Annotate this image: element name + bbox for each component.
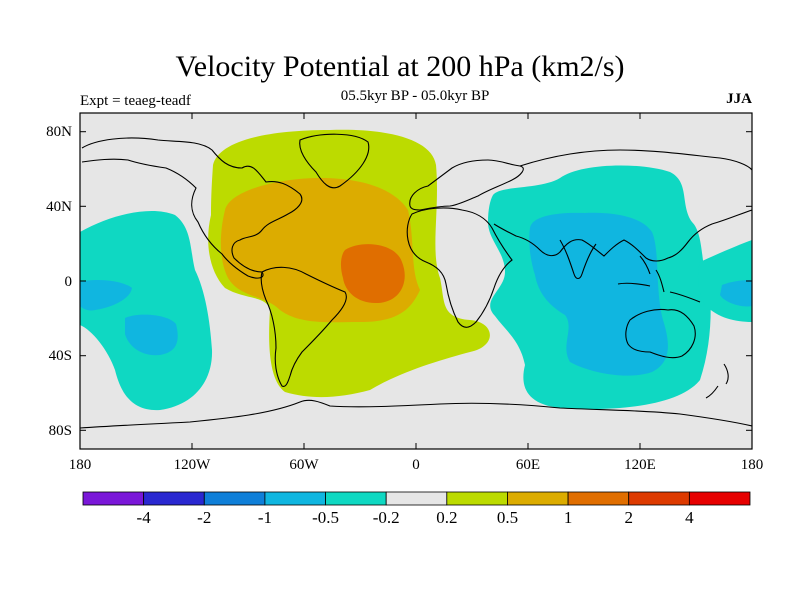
- india-coast: [559, 239, 597, 280]
- x-tick-label: 0: [412, 457, 420, 473]
- asia-coast: [493, 149, 752, 262]
- season-label: JJA: [726, 91, 752, 107]
- x-tick-label: 180: [741, 457, 764, 473]
- y-tick-label: 0: [65, 274, 73, 290]
- x-tick-label: 180: [69, 457, 92, 473]
- tropical-atlantic-max-region: [340, 244, 405, 304]
- east-pacific-core-region-east: [720, 280, 752, 307]
- colorbar-swatch: [82, 491, 145, 506]
- colorbar-swatch: [688, 491, 751, 506]
- colorbar-label: -0.5: [312, 508, 339, 527]
- indo-pacific-core-region: [529, 212, 668, 376]
- colorbar-label: 2: [624, 508, 633, 527]
- europe-coast: [409, 159, 524, 211]
- east-pacific-core-region: [80, 280, 178, 356]
- colorbar-label: -1: [258, 508, 272, 527]
- y-tick-label: 80N: [46, 124, 72, 140]
- y-tick-label: 80S: [49, 423, 72, 439]
- colorbar-label: 4: [685, 508, 694, 527]
- x-tick-label: 120W: [174, 457, 212, 473]
- australia-coast: [625, 308, 696, 359]
- coastlines: [80, 133, 752, 429]
- north-america-coast: [81, 137, 303, 279]
- colorbar-swatch: [567, 491, 630, 506]
- colorbar-swatch: [143, 491, 205, 506]
- x-axis: [79, 113, 753, 449]
- colorbar-label: -0.2: [373, 508, 400, 527]
- y-tick-label: 40N: [46, 199, 72, 215]
- y-tick-label: 40S: [49, 348, 72, 364]
- africa-coast: [406, 207, 513, 328]
- colorbar-swatch: [446, 491, 508, 506]
- colorbar-label: 1: [564, 508, 573, 527]
- period-subtitle: 05.5kyr BP - 05.0kyr BP: [340, 88, 490, 104]
- colorbar-swatch: [507, 491, 569, 506]
- colorbar-label: -4: [137, 508, 152, 527]
- colorbar-swatch: [264, 491, 326, 506]
- colorbar-label: 0.2: [436, 508, 457, 527]
- maritime-continent-coast: [617, 255, 701, 303]
- colorbar: -4 -2 -1 -0.5 -0.2 0.2 0.5 1 2 4: [82, 491, 751, 527]
- colorbar-swatch: [325, 491, 387, 506]
- experiment-label: Expt = teaeg-teadf: [80, 93, 191, 109]
- colorbar-label: -2: [197, 508, 211, 527]
- colorbar-swatch: [385, 491, 448, 506]
- x-tick-label: 60W: [289, 457, 319, 473]
- x-tick-label: 60E: [516, 457, 540, 473]
- colorbar-swatch: [203, 491, 266, 506]
- colorbar-label: 0.5: [497, 508, 518, 527]
- x-tick-label: 120E: [624, 457, 656, 473]
- new-zealand-coast: [705, 363, 729, 399]
- y-axis: [80, 131, 752, 431]
- east-pacific-negative-region: [80, 211, 213, 411]
- colorbar-swatch: [628, 491, 690, 506]
- greenland-coast: [299, 133, 370, 189]
- page-title: Velocity Potential at 200 hPa (km2/s): [175, 50, 625, 83]
- antarctica-coast: [80, 399, 752, 429]
- south-america-coast: [260, 266, 347, 387]
